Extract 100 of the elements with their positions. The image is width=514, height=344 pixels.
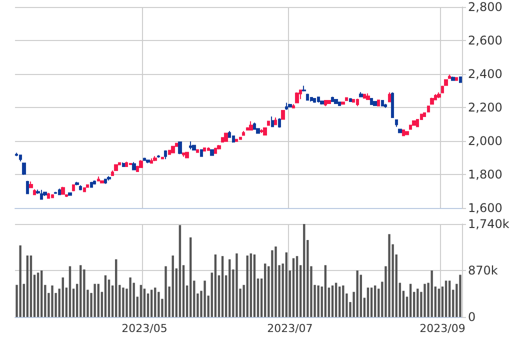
candlestick [281,110,285,120]
candlestick [366,92,370,100]
bar [459,274,462,317]
candlestick [299,89,302,100]
candlestick [402,129,405,136]
x-tick-label: 2023/05 [122,322,168,335]
candlestick [207,146,210,152]
bar [115,259,118,317]
bar [190,237,192,317]
candlestick [352,98,355,103]
candlestick [412,120,416,126]
candlestick [122,162,125,168]
bar [424,284,426,317]
bar [68,266,72,317]
bar [129,277,132,317]
candlestick [161,156,164,160]
bar [374,285,376,317]
candlestick [189,140,192,150]
bar [122,288,124,317]
bar [154,288,156,317]
candlestick [228,130,231,138]
bar [285,252,288,317]
bar [172,256,174,317]
candlestick [79,184,82,191]
bar [108,280,110,317]
candlestick [19,154,22,162]
candlestick [68,192,72,196]
bar [334,282,338,317]
candlestick [182,152,185,158]
bar [94,284,96,317]
candlestick [405,130,409,136]
bar [296,256,298,317]
candlestick [232,135,235,144]
candlestick [288,103,292,108]
candlestick [185,152,189,159]
candlestick [434,94,437,101]
candlestick [139,160,143,168]
candlestick [313,98,316,104]
candlestick [345,96,348,102]
bar [370,288,373,317]
candlestick [40,189,43,200]
candlestick [224,132,228,142]
bar [204,280,206,317]
bar [271,250,274,317]
candlestick [267,120,270,126]
candlestick [43,191,47,196]
candlestick [384,103,387,108]
candlestick [242,130,245,136]
candlestick [302,85,306,92]
candlestick [381,100,384,107]
bar [274,246,277,317]
candlestick [363,94,366,99]
candlestick [129,162,132,166]
bar [338,286,341,317]
candlestick [168,150,171,156]
candlestick [356,98,359,107]
y-tick-label: 0 [468,310,476,324]
candlestick [157,154,160,158]
candlestick [398,128,402,134]
bar [246,256,248,317]
candlestick [150,158,153,164]
candlestick [306,93,309,101]
bar [388,234,390,317]
bar [97,284,100,317]
candlestick [200,148,203,158]
candlestick [370,98,373,106]
bar [158,292,160,317]
candlestick [214,147,217,154]
candlestick [178,141,182,155]
bar [62,277,64,317]
candlestick [54,191,57,194]
candlestick [51,194,54,198]
bar [331,285,334,317]
candlestick [125,161,128,168]
candlestick [338,101,341,106]
bar [430,270,433,317]
candlestick [409,124,412,130]
candlestick [455,76,458,82]
candlestick [29,181,33,188]
bar [51,285,54,317]
y-tick-label: 2,000 [468,134,502,148]
bar [164,266,167,317]
candlestick [317,96,320,103]
bar [317,285,320,317]
candlestick [210,148,214,156]
candlestick [146,159,150,164]
bar [36,272,40,317]
candlestick [341,101,345,105]
candlestick [320,100,324,105]
candlestick [373,100,377,106]
candlestick [327,100,331,104]
candlestick [292,104,295,109]
candlestick [104,178,107,184]
bar [250,253,252,317]
bar [83,269,86,317]
candlestick [263,127,267,136]
y-tick-label: 2,200 [468,100,502,114]
bar [438,288,440,317]
bar [292,258,295,317]
y-tick-label: 870k [468,264,498,278]
